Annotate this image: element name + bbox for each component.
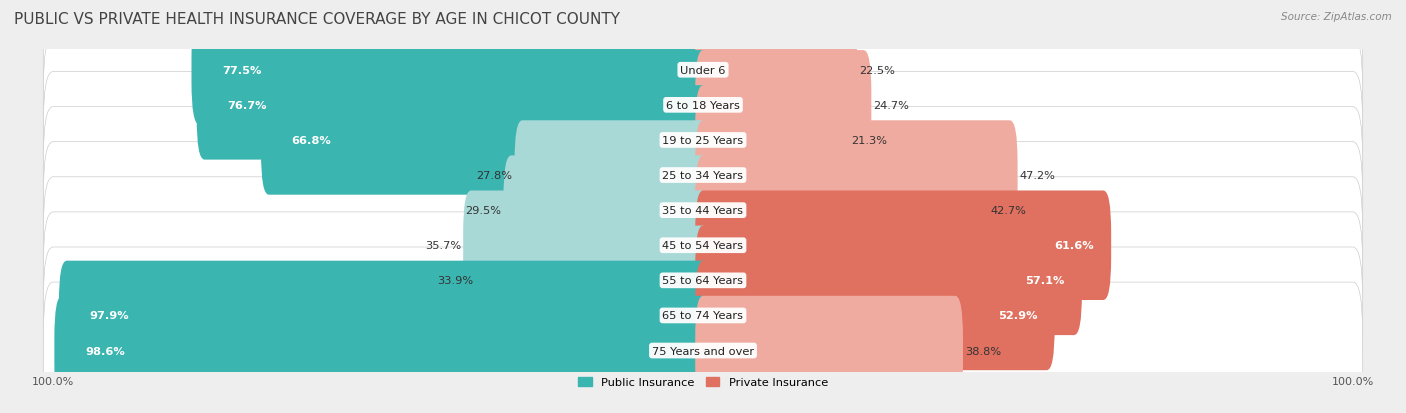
Text: 52.9%: 52.9% <box>998 311 1038 320</box>
FancyBboxPatch shape <box>44 107 1362 244</box>
FancyBboxPatch shape <box>463 191 711 300</box>
FancyBboxPatch shape <box>191 16 711 125</box>
FancyBboxPatch shape <box>44 282 1362 413</box>
FancyBboxPatch shape <box>44 142 1362 279</box>
Text: 55 to 64 Years: 55 to 64 Years <box>662 275 744 286</box>
Text: 45 to 54 Years: 45 to 54 Years <box>662 241 744 251</box>
Text: 35 to 44 Years: 35 to 44 Years <box>662 206 744 216</box>
Text: 21.3%: 21.3% <box>851 135 887 146</box>
FancyBboxPatch shape <box>695 121 1018 230</box>
Text: PUBLIC VS PRIVATE HEALTH INSURANCE COVERAGE BY AGE IN CHICOT COUNTY: PUBLIC VS PRIVATE HEALTH INSURANCE COVER… <box>14 12 620 27</box>
Text: 24.7%: 24.7% <box>873 101 910 111</box>
Text: 77.5%: 77.5% <box>222 66 262 76</box>
Text: 47.2%: 47.2% <box>1019 171 1056 180</box>
Text: 35.7%: 35.7% <box>425 241 461 251</box>
Text: 66.8%: 66.8% <box>291 135 332 146</box>
FancyBboxPatch shape <box>475 226 711 335</box>
FancyBboxPatch shape <box>695 296 963 405</box>
Text: 22.5%: 22.5% <box>859 66 894 76</box>
Text: 38.8%: 38.8% <box>965 346 1001 356</box>
Text: 75 Years and over: 75 Years and over <box>652 346 754 356</box>
FancyBboxPatch shape <box>55 296 711 405</box>
Text: 19 to 25 Years: 19 to 25 Years <box>662 135 744 146</box>
Text: 25 to 34 Years: 25 to 34 Years <box>662 171 744 180</box>
FancyBboxPatch shape <box>59 261 711 370</box>
FancyBboxPatch shape <box>44 2 1362 139</box>
FancyBboxPatch shape <box>695 156 988 265</box>
FancyBboxPatch shape <box>515 121 711 230</box>
Text: 33.9%: 33.9% <box>437 275 472 286</box>
Text: 61.6%: 61.6% <box>1054 241 1094 251</box>
FancyBboxPatch shape <box>44 212 1362 349</box>
FancyBboxPatch shape <box>197 51 711 160</box>
Text: 27.8%: 27.8% <box>477 171 513 180</box>
FancyBboxPatch shape <box>262 86 711 195</box>
Text: 97.9%: 97.9% <box>90 311 129 320</box>
Text: 29.5%: 29.5% <box>465 206 502 216</box>
FancyBboxPatch shape <box>503 156 711 265</box>
Text: 42.7%: 42.7% <box>990 206 1026 216</box>
FancyBboxPatch shape <box>695 16 858 125</box>
FancyBboxPatch shape <box>44 177 1362 314</box>
Text: 98.6%: 98.6% <box>84 346 125 356</box>
Legend: Public Insurance, Private Insurance: Public Insurance, Private Insurance <box>574 372 832 392</box>
FancyBboxPatch shape <box>695 226 1083 335</box>
Text: 6 to 18 Years: 6 to 18 Years <box>666 101 740 111</box>
FancyBboxPatch shape <box>695 86 849 195</box>
FancyBboxPatch shape <box>695 191 1111 300</box>
FancyBboxPatch shape <box>44 72 1362 209</box>
FancyBboxPatch shape <box>44 247 1362 384</box>
Text: 76.7%: 76.7% <box>228 101 267 111</box>
Text: 65 to 74 Years: 65 to 74 Years <box>662 311 744 320</box>
Text: Under 6: Under 6 <box>681 66 725 76</box>
FancyBboxPatch shape <box>44 37 1362 174</box>
FancyBboxPatch shape <box>695 261 1054 370</box>
Text: Source: ZipAtlas.com: Source: ZipAtlas.com <box>1281 12 1392 22</box>
FancyBboxPatch shape <box>695 51 872 160</box>
Text: 57.1%: 57.1% <box>1025 275 1064 286</box>
